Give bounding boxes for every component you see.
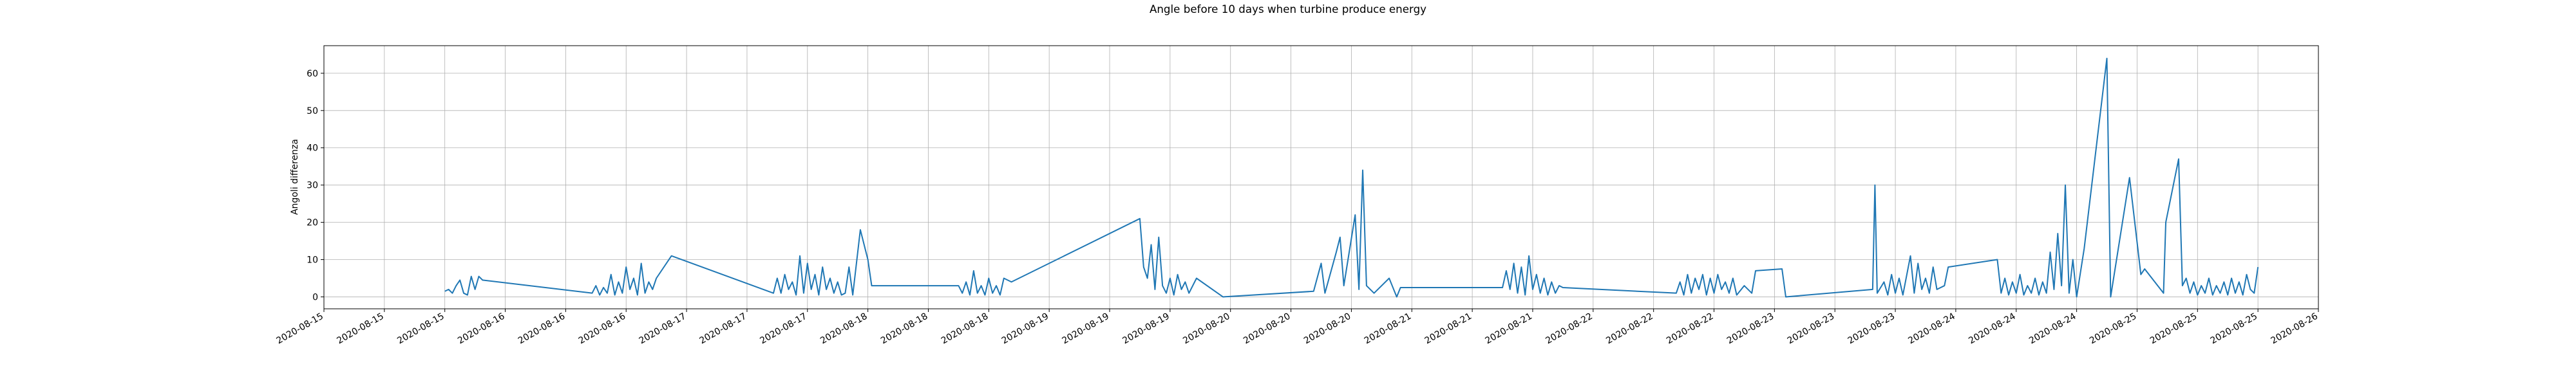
x-tick-label: 2020-08-21	[1483, 311, 1533, 347]
x-tick-label: 2020-08-19	[1061, 311, 1111, 347]
x-tick-label: 2020-08-15	[335, 311, 385, 347]
x-tick-label: 2020-08-17	[638, 311, 688, 347]
x-tick-label: 2020-08-24	[2027, 311, 2078, 347]
x-tick-label: 2020-08-16	[456, 311, 507, 347]
x-tick-label: 2020-08-16	[516, 311, 567, 347]
y-tick-label: 40	[307, 143, 318, 154]
y-tick-label: 50	[307, 106, 318, 116]
x-tick-label: 2020-08-18	[819, 311, 869, 347]
x-tick-label: 2020-08-20	[1302, 311, 1352, 347]
x-tick-label: 2020-08-20	[1242, 311, 1292, 347]
x-tick-label: 2020-08-17	[758, 311, 808, 347]
x-tick-label: 2020-08-23	[1725, 311, 1776, 347]
x-tick-label: 2020-08-22	[1604, 311, 1654, 347]
x-tick-label: 2020-08-25	[2209, 311, 2259, 347]
y-axis-label: Angoli differenza	[290, 139, 300, 215]
chart-title: Angle before 10 days when turbine produc…	[1150, 3, 1426, 15]
x-tick-label: 2020-08-16	[577, 311, 628, 347]
x-tick-label: 2020-08-24	[1967, 311, 2018, 347]
x-tick-label: 2020-08-20	[1181, 311, 1231, 347]
x-tick-label: 2020-08-18	[940, 311, 990, 347]
x-tick-label: 2020-08-24	[1906, 311, 1957, 347]
y-tick-label: 0	[312, 292, 318, 302]
x-tick-label: 2020-08-18	[879, 311, 929, 347]
y-tick-label: 10	[307, 255, 318, 266]
y-tick-label: 20	[307, 218, 318, 228]
x-tick-label: 2020-08-21	[1363, 311, 1413, 347]
x-tick-label: 2020-08-17	[697, 311, 748, 347]
x-tick-label: 2020-08-22	[1665, 311, 1715, 347]
y-tick-label: 30	[307, 181, 318, 191]
x-tick-label: 2020-08-26	[2269, 311, 2320, 347]
plot-frame	[323, 45, 2319, 309]
x-tick-label: 2020-08-15	[395, 311, 446, 347]
x-tick-label: 2020-08-15	[275, 311, 325, 347]
x-tick-label: 2020-08-19	[1000, 311, 1050, 347]
x-tick-label: 2020-08-19	[1121, 311, 1171, 347]
x-tick-label: 2020-08-23	[1846, 311, 1897, 347]
x-tick-label: 2020-08-25	[2088, 311, 2138, 347]
x-tick-label: 2020-08-25	[2148, 311, 2199, 347]
x-tick-label: 2020-08-23	[1786, 311, 1836, 347]
x-tick-label: 2020-08-22	[1544, 311, 1594, 347]
x-tick-label: 2020-08-21	[1423, 311, 1473, 347]
data-line	[444, 57, 2259, 298]
y-tick-label: 60	[307, 69, 318, 79]
